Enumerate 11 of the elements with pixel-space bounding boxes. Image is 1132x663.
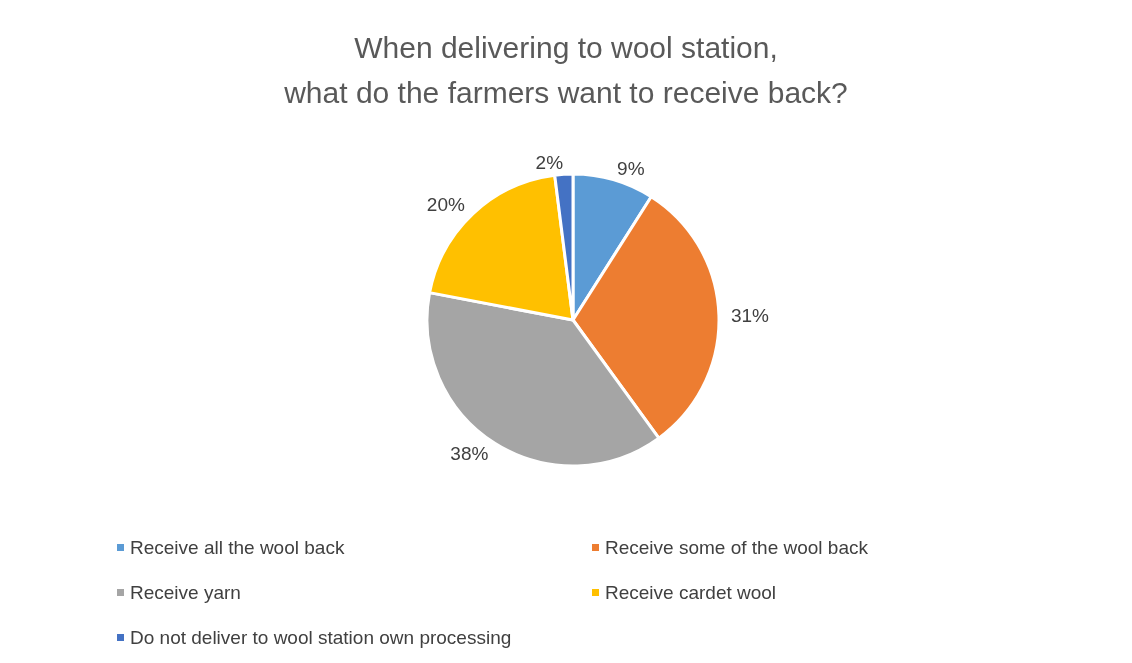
data-label: 31% — [730, 304, 770, 326]
legend-label: Receive cardet wool — [605, 582, 777, 603]
legend-label: Receive all the wool back — [130, 537, 345, 558]
legend-label: Do not deliver to wool station own processing — [130, 627, 512, 648]
data-label: 20% — [426, 194, 465, 216]
data-label: 2% — [535, 151, 564, 173]
data-label: 9% — [617, 157, 645, 179]
data-label: 38% — [450, 442, 489, 464]
legend-label: Receive some of the wool back — [605, 537, 869, 558]
legend-label: Receive yarn — [130, 582, 241, 603]
chart-title: When delivering to wool station, what do the farmers want to receive back? — [283, 31, 848, 109]
